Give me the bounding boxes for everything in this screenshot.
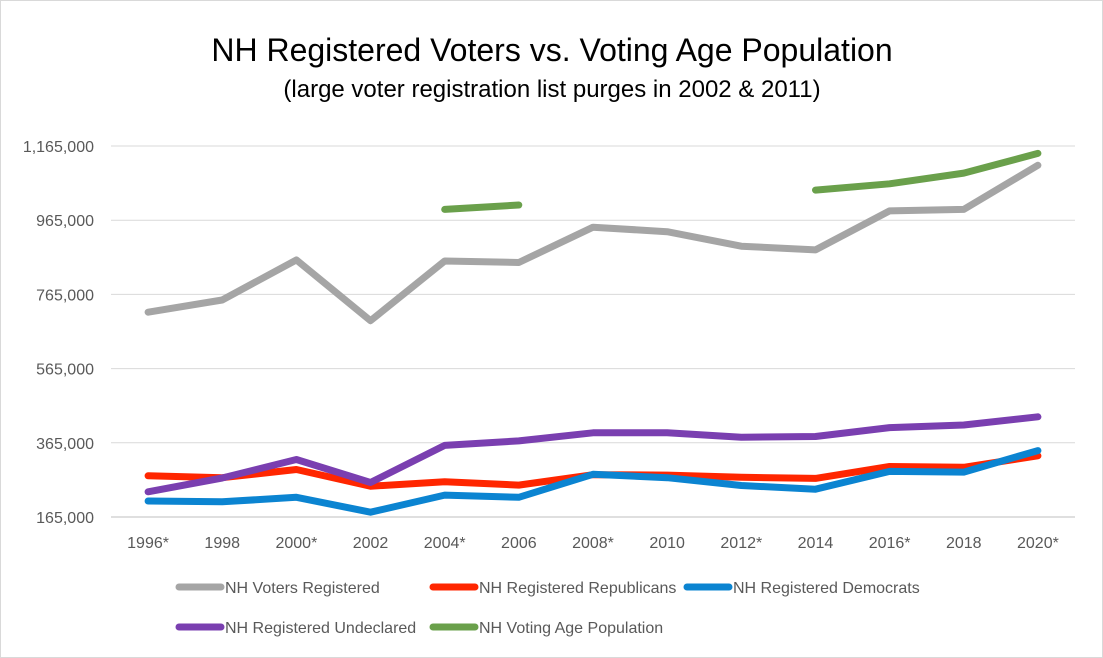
- y-tick-label: 1,165,000: [23, 139, 94, 156]
- x-tick-label: 2008*: [572, 535, 614, 552]
- x-tick-label: 2002: [353, 535, 389, 552]
- legend-label: NH Registered Democrats: [733, 580, 920, 597]
- y-tick-label: 965,000: [36, 213, 94, 230]
- y-tick-label: 165,000: [36, 510, 94, 527]
- y-tick-label: 565,000: [36, 362, 94, 379]
- x-tick-label: 1998: [204, 535, 240, 552]
- x-tick-label: 2018: [946, 535, 982, 552]
- legend-label: NH Voting Age Population: [479, 620, 663, 637]
- x-tick-label: 2014: [798, 535, 834, 552]
- legend-label: NH Voters Registered: [225, 580, 380, 597]
- legend-item: NH Registered Democrats: [683, 580, 920, 597]
- series-line: [144, 161, 1042, 325]
- x-tick-label: 2006: [501, 535, 537, 552]
- gridlines: [111, 145, 1075, 518]
- series-lines: [144, 149, 1042, 516]
- series-line: [144, 447, 1042, 516]
- chart-subtitle: (large voter registration list purges in…: [283, 76, 820, 103]
- chart-title: NH Registered Voters vs. Voting Age Popu…: [211, 32, 892, 68]
- legend-item: NH Voting Age Population: [429, 620, 663, 637]
- x-tick-label: 2000*: [275, 535, 317, 552]
- x-tick-label: 1996*: [127, 535, 169, 552]
- legend: NH Voters Registered NH Registered Republ…: [175, 580, 920, 637]
- x-tick-label: 2010: [649, 535, 685, 552]
- x-tick-label: 2016*: [869, 535, 911, 552]
- x-tick-label: 2020*: [1017, 535, 1059, 552]
- y-axis-tick-labels: 165,000 365,000 565,000 765,000 965,000 1,165…: [23, 139, 94, 527]
- y-tick-label: 765,000: [36, 287, 94, 304]
- y-tick-label: 365,000: [36, 436, 94, 453]
- legend-label: NH Registered Republicans: [479, 580, 676, 597]
- x-tick-label: 2012*: [720, 535, 762, 552]
- series-line: [144, 413, 1042, 496]
- legend-item: NH Registered Republicans: [429, 580, 676, 597]
- legend-label: NH Registered Undeclared: [225, 620, 416, 637]
- legend-item: NH Voters Registered: [175, 580, 380, 597]
- x-axis-tick-labels: 1996* 1998 2000* 2002 2004* 2006 2008* 2010 2012…: [127, 535, 1059, 552]
- series-line: [441, 149, 1042, 213]
- x-tick-label: 2004*: [424, 535, 466, 552]
- legend-item: NH Registered Undeclared: [175, 620, 416, 637]
